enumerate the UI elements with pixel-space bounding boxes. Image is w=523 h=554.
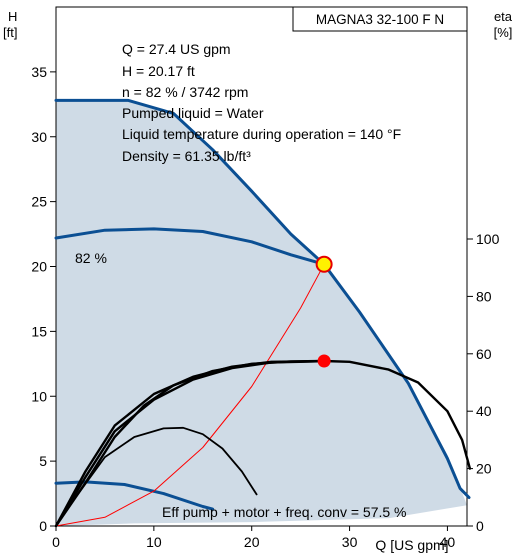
x-tick-label: 30 [342, 534, 358, 550]
info-line: n = 82 % / 3742 rpm [122, 84, 248, 100]
left-tick-label: 30 [31, 129, 47, 145]
left-tick-label: 20 [31, 259, 47, 275]
right-axis-label: eta [494, 9, 513, 24]
speed-curve-label: 82 % [75, 250, 107, 266]
eff-min-line [55, 426, 258, 527]
operating-info: Q = 27.4 US gpm H = 20.17 ft n = 82 % / … [122, 41, 401, 164]
x-tick-label: 20 [244, 534, 260, 550]
info-line: H = 20.17 ft [122, 63, 195, 79]
speed-curve-82-line [54, 227, 326, 266]
left-tick-label: 35 [31, 64, 47, 80]
left-tick-label: 15 [31, 323, 47, 339]
x-tick-label: 40 [440, 534, 456, 550]
right-tick-label: 20 [476, 461, 492, 477]
chart-title: MAGNA3 32-100 F N [316, 12, 444, 27]
info-line: Q = 27.4 US gpm [122, 41, 231, 57]
info-line: Pumped liquid = Water [122, 105, 264, 121]
right-axis-unit: [%] [494, 25, 513, 40]
operating-range-area [56, 100, 467, 527]
eff-mid2-line [54, 359, 326, 528]
right-tick-label: 60 [476, 346, 492, 362]
operating-point-marker [315, 255, 333, 273]
right-tick-label: 0 [476, 518, 484, 534]
right-tick-label: 80 [476, 288, 492, 304]
left-tick-label: 5 [39, 453, 47, 469]
right-tick-label: 100 [476, 231, 500, 247]
system-curve-line [55, 263, 325, 527]
info-line: Density = 61.35 lb/ft³ [122, 148, 251, 164]
left-tick-label: 0 [39, 518, 47, 534]
x-axis-label: Q [US gpm] [375, 537, 448, 553]
efficiency-point-marker [317, 354, 331, 368]
x-tick-label: 0 [52, 534, 60, 550]
x-tick-label: 10 [146, 534, 162, 550]
left-axis-unit: [ft] [3, 25, 17, 40]
max-curve-line [54, 98, 471, 499]
efficiency-label: Eff pump + motor + freq. conv = 57.5 % [162, 504, 407, 520]
left-tick-label: 25 [31, 194, 47, 210]
right-tick-label: 40 [476, 403, 492, 419]
left-tick-label: 10 [31, 388, 47, 404]
info-line: Liquid temperature during operation = 14… [122, 126, 401, 142]
left-axis-label: H [8, 9, 17, 24]
title-box [292, 6, 468, 32]
